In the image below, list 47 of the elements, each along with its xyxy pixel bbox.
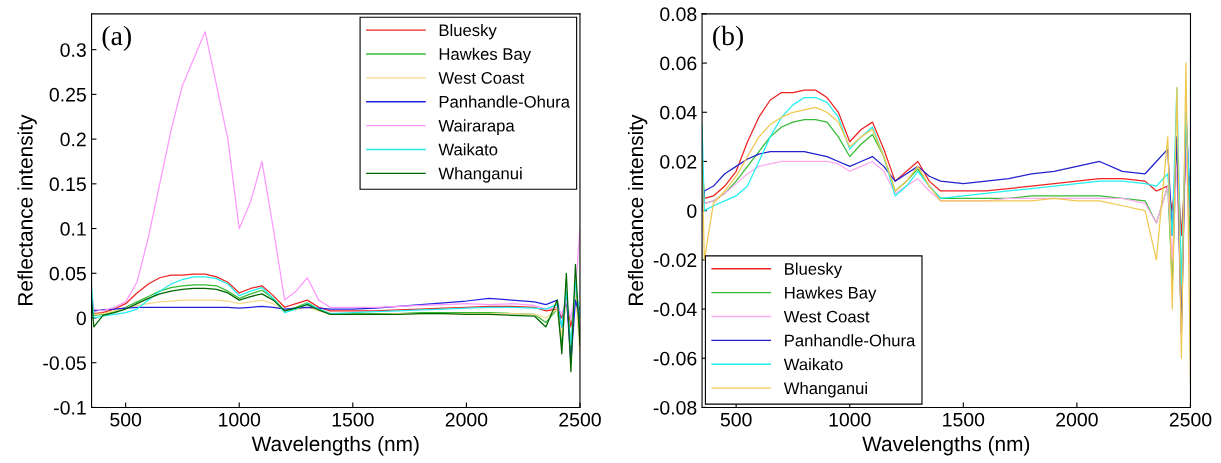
y-tick-label: 0.02 — [660, 154, 697, 169]
y-tick-label: 0.3 — [60, 43, 86, 57]
legend-label: Panhandle-Ohura — [439, 95, 570, 108]
legend-label: West Coast — [438, 72, 525, 84]
y-tick-label: -0.05 — [43, 356, 86, 370]
x-tick-label: 500 — [720, 412, 752, 427]
y-axis-title: Reflectance intensity — [627, 114, 648, 306]
x-tick-label: 2500 — [559, 412, 601, 427]
legend-label: Panhandle-Ohura — [785, 334, 916, 347]
y-tick-label: 0 — [76, 311, 86, 326]
y-tick-label: -0.08 — [653, 400, 697, 415]
x-axis-title: Wavelengths (nm) — [862, 435, 1030, 456]
y-tick-label: -0.1 — [54, 400, 86, 415]
y-tick-label: 0.04 — [660, 105, 697, 120]
x-tick-label: 1500 — [332, 412, 374, 427]
x-tick-label: 1500 — [943, 412, 985, 427]
annotation: (b) — [713, 25, 744, 51]
x-tick-label: 2000 — [445, 412, 488, 427]
legend-label: Hawkes Bay — [785, 286, 877, 302]
y-tick-label: 0.05 — [49, 266, 86, 281]
x-tick-label: 1000 — [829, 412, 871, 427]
legend-label: Bluesky — [439, 23, 497, 40]
y-tick-label: -0.02 — [653, 253, 697, 268]
x-tick-label: 1000 — [219, 412, 261, 427]
y-tick-label: 0.2 — [60, 132, 86, 147]
legend-label: Waikato — [438, 143, 498, 156]
legend-label: Whanganui — [438, 167, 522, 183]
x-tick-label: 2000 — [1056, 412, 1098, 427]
x-tick-label: 500 — [110, 412, 142, 427]
x-tick-label: 2500 — [1169, 412, 1212, 427]
annotation: (a) — [102, 25, 131, 51]
y-tick-label: 0.15 — [49, 177, 86, 192]
legend-label: Wairarapa — [438, 119, 515, 135]
legend-label: Hawkes Bay — [439, 47, 532, 64]
legend-label: Whanganui — [783, 381, 867, 398]
legend-label: Waikato — [783, 358, 843, 371]
y-tick-label: 0.08 — [660, 7, 697, 22]
legend-label: West Coast — [783, 310, 870, 323]
y-tick-label: -0.06 — [653, 351, 697, 366]
legend-label: Bluesky — [785, 262, 843, 279]
x-axis-title: Wavelengths (nm) — [251, 435, 419, 456]
y-tick-label: 0.25 — [49, 87, 86, 102]
y-tick-label: 0.1 — [60, 222, 86, 236]
y-tick-label: 0.06 — [660, 56, 697, 71]
y-axis-title: Reflectance intensity — [17, 114, 37, 306]
y-tick-label: 0 — [687, 204, 697, 218]
y-tick-label: -0.04 — [653, 302, 697, 317]
